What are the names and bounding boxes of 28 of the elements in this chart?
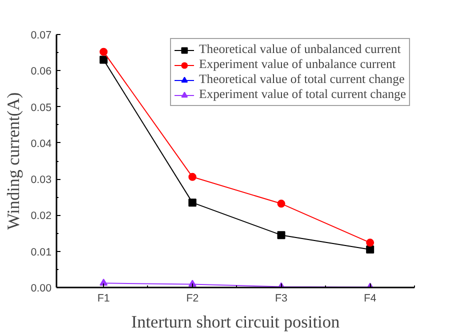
y-axis-title: Winding current(A)	[4, 92, 23, 230]
legend-label: Theoretical value of unbalanced current	[199, 42, 401, 57]
y-tick-label: 0.05	[30, 102, 52, 114]
point	[366, 246, 374, 254]
y-tick-label: 0.07	[30, 30, 52, 42]
point	[188, 280, 196, 287]
legend-label: Experiment value of unbalance current	[199, 57, 396, 72]
y-tick-label: 0.00	[30, 282, 52, 294]
point	[100, 48, 108, 56]
legend-label: Theoretical value of total current change	[199, 72, 405, 87]
y-tick-label: 0.06	[30, 66, 52, 78]
x-tick-label: F3	[275, 292, 288, 304]
point	[277, 231, 286, 240]
point	[100, 56, 108, 64]
point	[277, 200, 286, 208]
point	[366, 238, 374, 247]
point	[100, 278, 108, 286]
point	[188, 198, 196, 207]
y-tick-label: 0.04	[30, 138, 52, 150]
y-tick-label: 0.01	[30, 246, 52, 258]
y-tick-label: 0.02	[30, 210, 52, 222]
legend-label: Experiment value of total current change	[199, 87, 406, 102]
x-axis-title: Interturn short circuit position	[131, 312, 340, 332]
y-tick-label: 0.03	[30, 174, 52, 186]
x-tick-label: F2	[186, 292, 199, 304]
x-tick-label: F1	[97, 292, 110, 304]
x-tick-label: F4	[364, 292, 376, 304]
point	[188, 172, 196, 181]
